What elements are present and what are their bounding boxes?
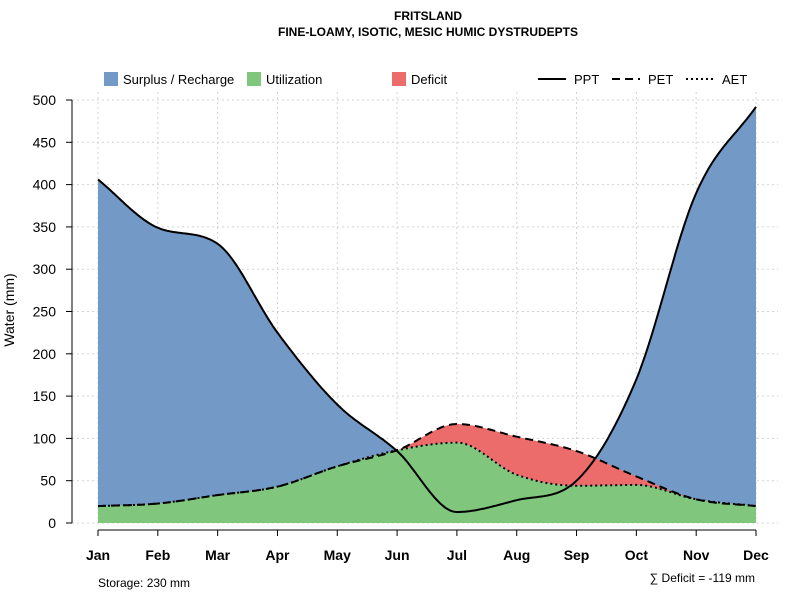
x-tick-label-jul: Jul <box>447 547 467 563</box>
y-tick-label: 100 <box>33 430 57 446</box>
y-tick-label: 400 <box>33 177 57 193</box>
x-tick-label-may: May <box>324 547 351 563</box>
x-tick-label-oct: Oct <box>625 547 649 563</box>
y-tick-label: 300 <box>33 261 57 277</box>
y-tick-label: 450 <box>33 134 57 150</box>
storage-annotation: Storage: 230 mm <box>98 576 190 590</box>
deficit-annotation: ∑ Deficit = -119 mm <box>650 571 755 585</box>
axes: 0 50 100 150 200 250 300 350 400 450 500 Jan Feb Mar A… <box>33 92 769 563</box>
legend-label: AET <box>722 72 747 87</box>
legend-label: Deficit <box>411 72 448 87</box>
chart-title: FRITSLAND <box>394 9 462 23</box>
y-tick-label: 200 <box>33 346 57 362</box>
legend-label: Utilization <box>266 72 322 87</box>
x-tick-label-jun: Jun <box>385 547 410 563</box>
legend-swatch <box>104 72 118 86</box>
aet-line <box>97 441 757 508</box>
surplus-recharge-area <box>98 106 756 524</box>
x-tick-label-apr: Apr <box>265 547 290 563</box>
y-tick-label: 350 <box>33 219 57 235</box>
x-tick-label-nov: Nov <box>683 547 710 563</box>
x-tick-label-dec: Dec <box>743 547 769 563</box>
x-tick-label-jan: Jan <box>86 547 110 563</box>
chart-subtitle: FINE-LOAMY, ISOTIC, MESIC HUMIC DYSTRUDE… <box>278 25 578 39</box>
x-tick-label-mar: Mar <box>205 547 230 563</box>
y-axis-label: Water (mm) <box>1 273 17 346</box>
y-tick-label: 250 <box>33 304 57 320</box>
x-tick-label-aug: Aug <box>503 547 530 563</box>
y-tick-label: 500 <box>33 92 57 108</box>
y-tick-label: 150 <box>33 388 57 404</box>
legend-label: Surplus / Recharge <box>123 72 234 87</box>
legend-label: PET <box>648 72 673 87</box>
legend-label: PPT <box>574 72 599 87</box>
legend: Surplus / Recharge Utilization Deficit PPT P… <box>104 72 747 87</box>
utilization-area <box>98 442 756 523</box>
legend-swatch <box>247 72 261 86</box>
legend-swatch <box>392 72 406 86</box>
series-lines <box>97 106 757 513</box>
y-tick-label: 0 <box>48 515 56 531</box>
x-tick-label-feb: Feb <box>145 547 170 563</box>
x-tick-label-sep: Sep <box>564 547 590 563</box>
y-tick-label: 50 <box>40 473 56 489</box>
ppt-line <box>97 106 757 513</box>
